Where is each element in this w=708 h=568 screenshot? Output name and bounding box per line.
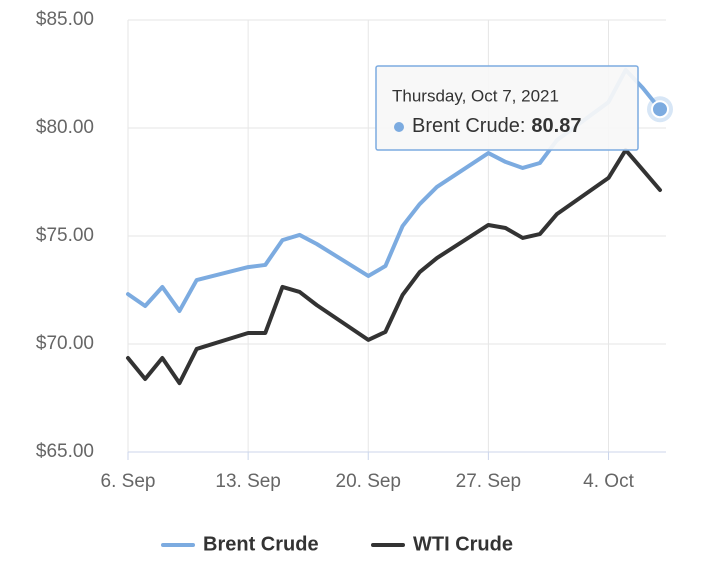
x-tick-label: 13. Sep (215, 471, 281, 492)
tooltip-value: 80.87 (531, 115, 581, 137)
tooltip-dot (394, 122, 404, 132)
y-tick-label: $70.00 (36, 333, 94, 354)
tooltip-title: Thursday, Oct 7, 2021 (392, 86, 559, 105)
hover-point (651, 100, 669, 119)
x-tick-label: 4. Oct (583, 471, 634, 492)
series-line (126, 148, 662, 386)
y-tick-label: $80.00 (36, 117, 94, 138)
tooltip-box (375, 65, 639, 151)
x-tick-label: 20. Sep (336, 471, 402, 492)
tooltip-label: Brent Crude: (412, 115, 525, 137)
x-tick-label: 6. Sep (101, 471, 156, 492)
legend-label: Brent Crude (203, 533, 319, 555)
y-tick-label: $85.00 (36, 9, 94, 30)
legend-label: WTI Crude (413, 533, 513, 555)
tooltip: Thursday, Oct 7, 2021 Brent Crude: 80.87 (375, 65, 639, 151)
tooltip-text: Brent Crude: 80.87 (412, 115, 581, 137)
x-tick-label: 27. Sep (456, 471, 522, 492)
y-tick-label: $75.00 (36, 225, 94, 246)
y-tick-label: $65.00 (36, 441, 94, 462)
